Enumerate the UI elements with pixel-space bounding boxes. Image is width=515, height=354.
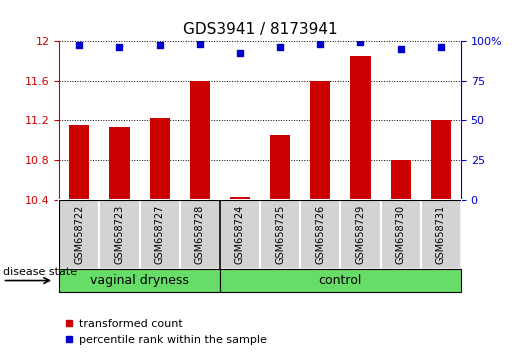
- Bar: [99, 200, 140, 269]
- Bar: [350, 56, 370, 200]
- Legend: transformed count, percentile rank within the sample: transformed count, percentile rank withi…: [65, 319, 267, 345]
- Bar: [59, 200, 99, 269]
- Text: GSM658725: GSM658725: [275, 205, 285, 264]
- Bar: [220, 200, 260, 269]
- Bar: [270, 135, 290, 200]
- Text: GSM658731: GSM658731: [436, 205, 446, 264]
- Text: GSM658730: GSM658730: [396, 205, 406, 264]
- Point: [316, 41, 324, 47]
- Bar: [260, 200, 300, 269]
- Text: GSM658722: GSM658722: [74, 205, 84, 264]
- Point: [397, 46, 405, 51]
- Bar: [340, 200, 381, 269]
- Text: GSM658729: GSM658729: [355, 205, 366, 264]
- Bar: [69, 125, 89, 200]
- Text: disease state: disease state: [3, 267, 77, 277]
- Bar: [300, 200, 340, 269]
- Bar: [230, 197, 250, 200]
- Bar: [421, 200, 461, 269]
- Title: GDS3941 / 8173941: GDS3941 / 8173941: [183, 22, 337, 37]
- Text: GSM658726: GSM658726: [315, 205, 325, 264]
- Point: [156, 42, 164, 48]
- Text: GSM658728: GSM658728: [195, 205, 205, 264]
- Bar: [381, 200, 421, 269]
- Bar: [431, 120, 451, 200]
- Text: vaginal dryness: vaginal dryness: [90, 274, 189, 287]
- Bar: [140, 200, 180, 269]
- Point: [196, 41, 204, 47]
- Bar: [390, 160, 410, 200]
- Bar: [149, 118, 169, 200]
- Point: [437, 44, 445, 50]
- Text: control: control: [319, 274, 362, 287]
- Text: GSM658723: GSM658723: [114, 205, 125, 264]
- Text: GSM658724: GSM658724: [235, 205, 245, 264]
- Point: [115, 44, 124, 50]
- Text: GSM658727: GSM658727: [154, 205, 165, 264]
- Bar: [190, 81, 210, 200]
- Bar: [220, 269, 461, 292]
- Point: [356, 40, 365, 45]
- Bar: [180, 200, 220, 269]
- Bar: [310, 81, 330, 200]
- Point: [236, 51, 244, 56]
- Bar: [109, 127, 129, 200]
- Bar: [59, 269, 220, 292]
- Point: [276, 44, 284, 50]
- Point: [75, 42, 83, 48]
